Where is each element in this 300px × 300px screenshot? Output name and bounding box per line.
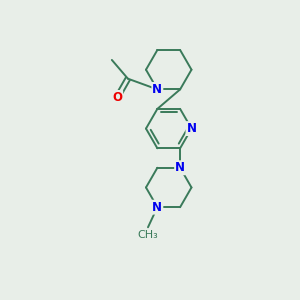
Text: N: N (187, 122, 196, 135)
Text: N: N (152, 201, 162, 214)
Text: N: N (175, 161, 185, 174)
Text: N: N (152, 83, 162, 96)
Text: O: O (112, 91, 122, 104)
Text: CH₃: CH₃ (138, 230, 158, 240)
